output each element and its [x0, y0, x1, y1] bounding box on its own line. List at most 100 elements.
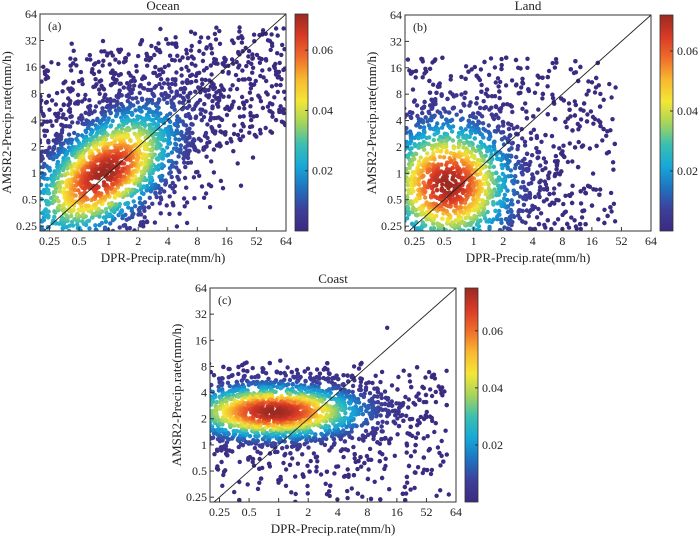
- scatter-point: [172, 122, 177, 127]
- scatter-point: [423, 375, 428, 380]
- scatter-point: [462, 141, 467, 146]
- scatter-point: [70, 196, 75, 201]
- scatter-point: [100, 106, 105, 111]
- scatter-point: [199, 184, 205, 189]
- scatter-point: [121, 223, 126, 228]
- scatter-point: [69, 213, 74, 219]
- scatter-point: [427, 66, 433, 72]
- scatter-point: [375, 440, 380, 445]
- scatter-point: [56, 61, 61, 67]
- scatter-point: [414, 394, 419, 399]
- scatter-point: [58, 136, 64, 142]
- scatter-point: [521, 196, 526, 201]
- scatter-point: [181, 156, 186, 161]
- scatter-point: [448, 77, 453, 82]
- scatter-point: [317, 376, 322, 381]
- scatter-point: [540, 75, 545, 80]
- scatter-point: [79, 117, 84, 122]
- scatter-point: [68, 89, 73, 94]
- scatter-point: [256, 374, 261, 379]
- scatter-point: [177, 100, 182, 105]
- scatter-point: [405, 431, 410, 436]
- scatter-point: [421, 147, 427, 152]
- scatter-point: [141, 234, 145, 238]
- scatter-point: [586, 88, 591, 94]
- scatter-point: [502, 192, 508, 197]
- scatter-point: [547, 191, 552, 197]
- scatter-point: [149, 43, 154, 49]
- scatter-point: [430, 146, 435, 151]
- scatter-point: [267, 108, 272, 114]
- scatter-point: [404, 441, 409, 446]
- scatter-point: [456, 134, 461, 139]
- scatter-point: [270, 114, 275, 119]
- scatter-point: [521, 202, 527, 207]
- scatter-point: [452, 187, 457, 192]
- scatter-point: [165, 77, 170, 82]
- scatter-point: [462, 200, 468, 205]
- scatter-point: [238, 128, 244, 133]
- scatter-point: [218, 178, 224, 184]
- scatter-point: [213, 37, 219, 42]
- scatter-point: [565, 159, 571, 165]
- scatter-point: [596, 217, 601, 222]
- scatter-point: [414, 151, 419, 157]
- scatter-point: [204, 154, 209, 159]
- scatter-point: [257, 127, 263, 133]
- scatter-point: [178, 86, 183, 92]
- scatter-point: [217, 41, 223, 46]
- scatter-point: [352, 456, 357, 461]
- scatter-point: [557, 182, 562, 187]
- scatter-point: [63, 116, 69, 122]
- scatter-point: [105, 146, 110, 151]
- scatter-point: [420, 120, 426, 125]
- scatter-point: [358, 362, 363, 367]
- scatter-point: [110, 181, 115, 187]
- scatter-point: [236, 65, 241, 70]
- scatter-point: [386, 403, 391, 408]
- scatter-point: [566, 225, 572, 230]
- scatter-point: [88, 103, 93, 109]
- scatter-point: [505, 209, 511, 215]
- scatter-point: [423, 392, 429, 398]
- scatter-point: [492, 65, 498, 70]
- scatter-point: [584, 92, 589, 97]
- scatter-point: [416, 182, 422, 187]
- scatter-point: [87, 226, 92, 231]
- scatter-point: [528, 136, 534, 141]
- scatter-point: [520, 76, 525, 82]
- scatter-point: [530, 176, 535, 181]
- scatter-point: [247, 455, 253, 460]
- scatter-point: [409, 146, 414, 151]
- scatter-point: [508, 201, 514, 206]
- scatter-point: [250, 56, 255, 61]
- y-tick-label: 2: [396, 140, 402, 154]
- scatter-point: [232, 123, 237, 128]
- scatter-point: [428, 471, 434, 477]
- y-tick-label: 0.25: [16, 219, 37, 233]
- scatter-point: [482, 59, 487, 65]
- scatter-point: [257, 56, 262, 61]
- scatter-point: [131, 103, 136, 108]
- scatter-point: [193, 63, 198, 68]
- scatter-point: [335, 464, 341, 469]
- colorbar-tick-label: 0.02: [312, 164, 333, 178]
- scatter-point: [487, 224, 492, 230]
- scatter-point: [405, 57, 411, 62]
- scatter-point: [158, 77, 164, 82]
- scatter-point: [583, 222, 588, 227]
- scatter-point: [231, 99, 236, 104]
- scatter-point: [185, 56, 191, 61]
- scatter-point: [414, 123, 419, 128]
- scatter-point: [49, 60, 54, 65]
- scatter-point: [75, 92, 81, 98]
- scatter-point: [567, 107, 572, 113]
- scatter-point: [188, 48, 194, 53]
- scatter-point: [520, 136, 525, 141]
- scatter-point: [524, 116, 530, 121]
- scatter-point: [504, 156, 510, 162]
- scatter-point: [390, 408, 395, 414]
- scatter-point: [154, 116, 159, 121]
- scatter-point: [113, 113, 119, 119]
- scatter-point: [89, 121, 95, 127]
